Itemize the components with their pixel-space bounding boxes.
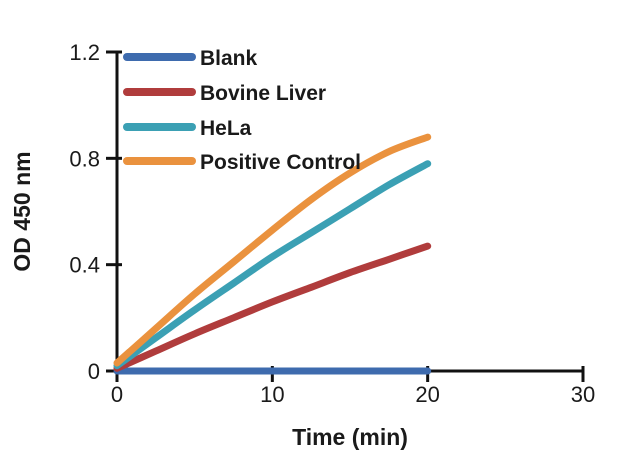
legend-label-hela: HeLa [200,117,252,140]
legend-label-positive-control: Positive Control [200,151,361,174]
x-tick-label: 0 [111,382,123,407]
series-line-bovine-liver [113,242,432,372]
series-line-positive-control [113,133,432,367]
series-line-hela [113,160,432,370]
y-tick-label: 0.8 [69,146,100,171]
y-tick-label: 0.4 [69,253,100,278]
y-tick-label: 0 [88,359,100,384]
x-axis-title: Time (min) [292,424,408,450]
y-tick-label: 1.2 [69,40,100,65]
x-tick-label: 30 [571,382,595,407]
legend-label-bovine-liver: Bovine Liver [200,82,326,105]
x-tick-label: 10 [260,382,284,407]
x-tick-label: 20 [415,382,439,407]
legend-label-blank: Blank [200,47,258,70]
y-axis-title: OD 450 nm [9,151,35,271]
